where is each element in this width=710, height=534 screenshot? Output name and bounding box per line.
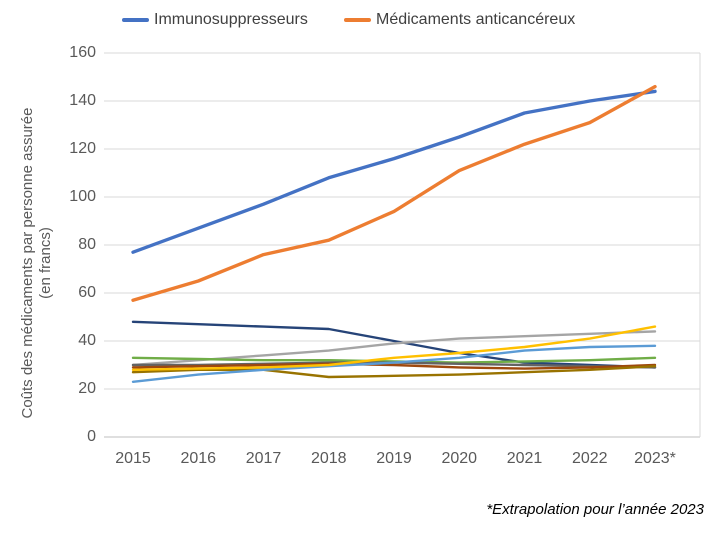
series-line-unlabeled-olive [131,365,657,379]
x-tick-label: 2016 [180,450,217,467]
x-tick-label: 2020 [441,450,478,467]
x-tick-label: 2023* [634,450,676,467]
legend-item-anticancereux: Médicaments anticancéreux [344,10,575,30]
x-tick-label: 2021 [506,450,543,467]
y-tick-label: 20 [78,380,96,397]
y-axis-title: Coûts des médicaments par personne assur… [19,53,57,473]
y-tick-label: 0 [87,428,96,445]
x-tick-label: 2017 [245,450,282,467]
x-tick-label: 2022 [571,450,608,467]
y-axis-title-line2: (en francs) [37,227,54,299]
series-line-unlabeled-lightblue [131,344,657,383]
legend-line-swatch-orange [344,18,371,22]
legend-line-swatch-blue [122,18,149,22]
y-axis-title-line1: Coûts des médicaments par personne assur… [19,107,36,419]
series-line-anticancereux [131,84,657,302]
y-tick-label: 160 [69,44,96,61]
legend-label: Immunosuppresseurs [154,11,308,28]
series-line-unlabeled-navy [131,320,657,369]
x-tick-label: 2018 [310,450,347,467]
y-tick-label: 40 [78,332,96,349]
x-tick-label: 2015 [115,450,151,467]
y-tick-label: 100 [69,188,96,205]
series-line-unlabeled-brown [131,362,657,370]
series-line-immunosuppresseurs [131,89,657,254]
y-tick-label: 140 [69,92,96,109]
y-tick-label: 60 [78,284,96,301]
footnote: *Extrapolation pour l’année 2023 [486,501,704,518]
legend-label: Médicaments anticancéreux [376,11,576,28]
series-line-unlabeled-yellow [131,325,657,371]
y-tick-label: 120 [69,140,96,157]
legend-item-immunosuppresseurs: Immunosuppresseurs [122,10,308,30]
y-tick-label: 80 [78,236,96,253]
x-tick-label: 2019 [376,450,412,467]
